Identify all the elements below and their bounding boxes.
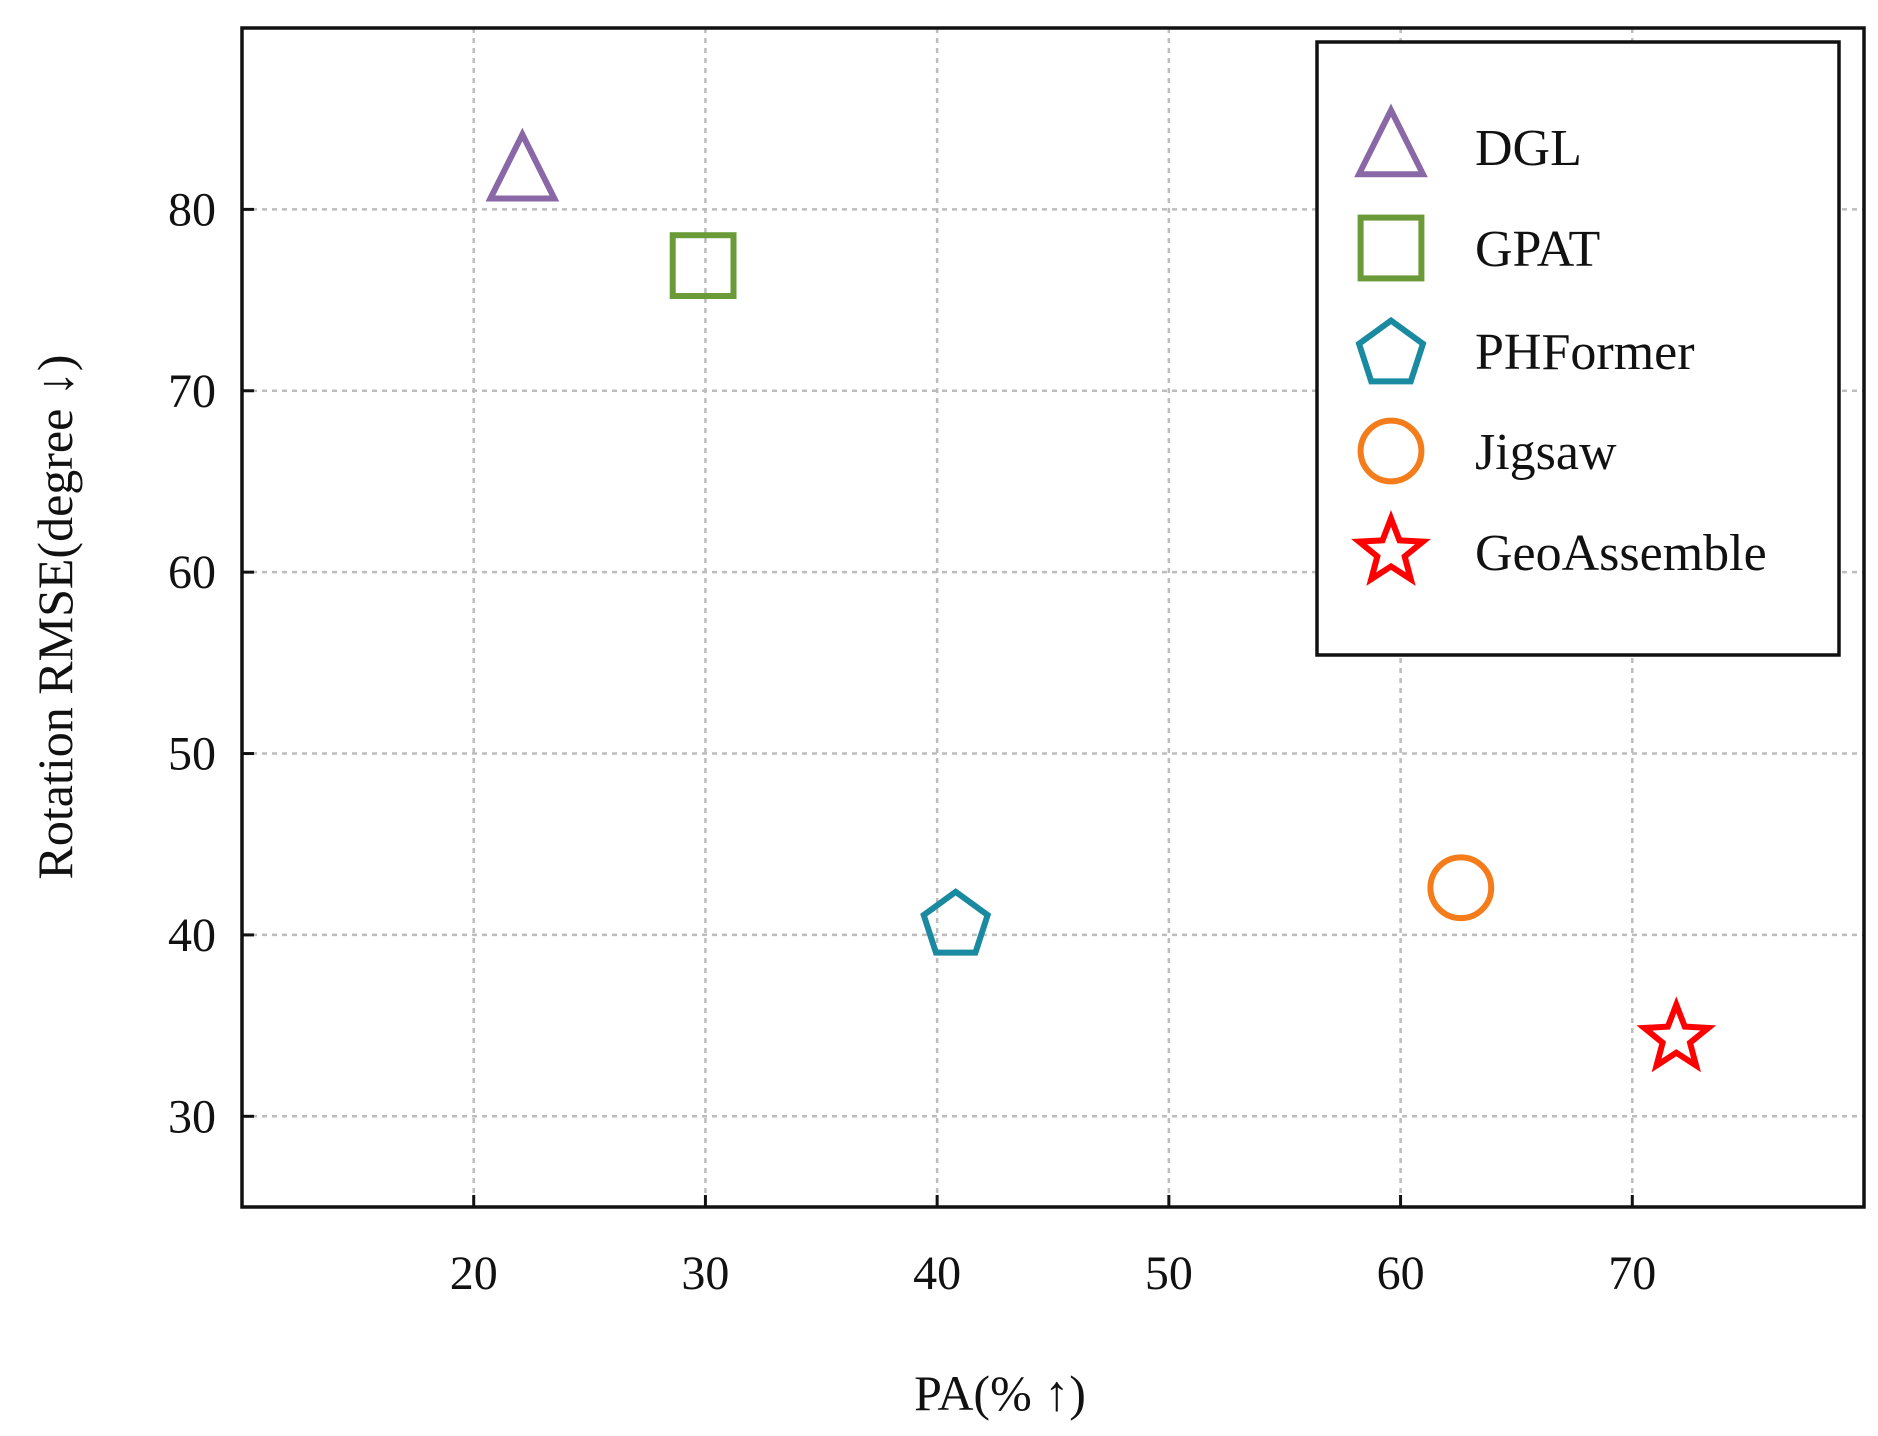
legend-star-icon	[1351, 510, 1431, 586]
y-tick-label: 80	[168, 183, 216, 236]
x-tick-label: 30	[681, 1247, 729, 1300]
x-tick-label: 40	[913, 1247, 961, 1300]
legend-label: Jigsaw	[1475, 424, 1617, 481]
legend-box	[1315, 40, 1841, 657]
grid-lines	[242, 28, 1864, 1207]
data-points	[485, 127, 1717, 1073]
legend-item: DGL	[1354, 103, 1582, 178]
y-tick-label: 50	[168, 728, 216, 781]
point-jigsaw-circle-marker	[1427, 854, 1495, 922]
legend-label: DGL	[1475, 120, 1582, 177]
point-phformer-pentagon-marker	[920, 888, 992, 956]
y-tick-label: 70	[168, 365, 216, 418]
legend: DGL GPAT PHFormer Jigsaw GeoAssemble	[1315, 40, 1841, 657]
point-geoassemble-star-marker	[1636, 996, 1717, 1073]
y-tick-label: 60	[168, 546, 216, 599]
legend-item: Jigsaw	[1357, 417, 1617, 485]
legend-label: GPAT	[1475, 221, 1600, 278]
legend-label: GeoAssemble	[1475, 525, 1767, 582]
legend-triangle-icon	[1354, 103, 1428, 178]
x-tick-label: 50	[1145, 1247, 1193, 1300]
x-tick-label: 20	[450, 1247, 498, 1300]
legend-item: PHFormer	[1355, 316, 1695, 385]
legend-circle-icon	[1357, 417, 1425, 485]
x-tick-label: 70	[1608, 1247, 1656, 1300]
y-axis-label: Rotation RMSE(degree ↓)	[27, 355, 83, 880]
x-tick-label: 60	[1377, 1247, 1425, 1300]
axis-ticks: 20 30 40 50 60 70 30 40 50 60 70 80	[168, 183, 1656, 1300]
y-tick-label: 40	[168, 909, 216, 962]
legend-item: GeoAssemble	[1351, 510, 1767, 586]
legend-item: GPAT	[1357, 214, 1600, 282]
point-gpat-square-marker	[669, 232, 737, 300]
plot-frame	[240, 26, 1866, 1209]
legend-square-icon	[1357, 214, 1425, 282]
legend-pentagon-icon	[1355, 316, 1427, 385]
x-axis-label: PA(% ↑)	[914, 1365, 1086, 1421]
legend-label: PHFormer	[1475, 324, 1695, 381]
y-tick-label: 30	[168, 1090, 216, 1143]
point-dgl-triangle-marker	[485, 127, 560, 202]
